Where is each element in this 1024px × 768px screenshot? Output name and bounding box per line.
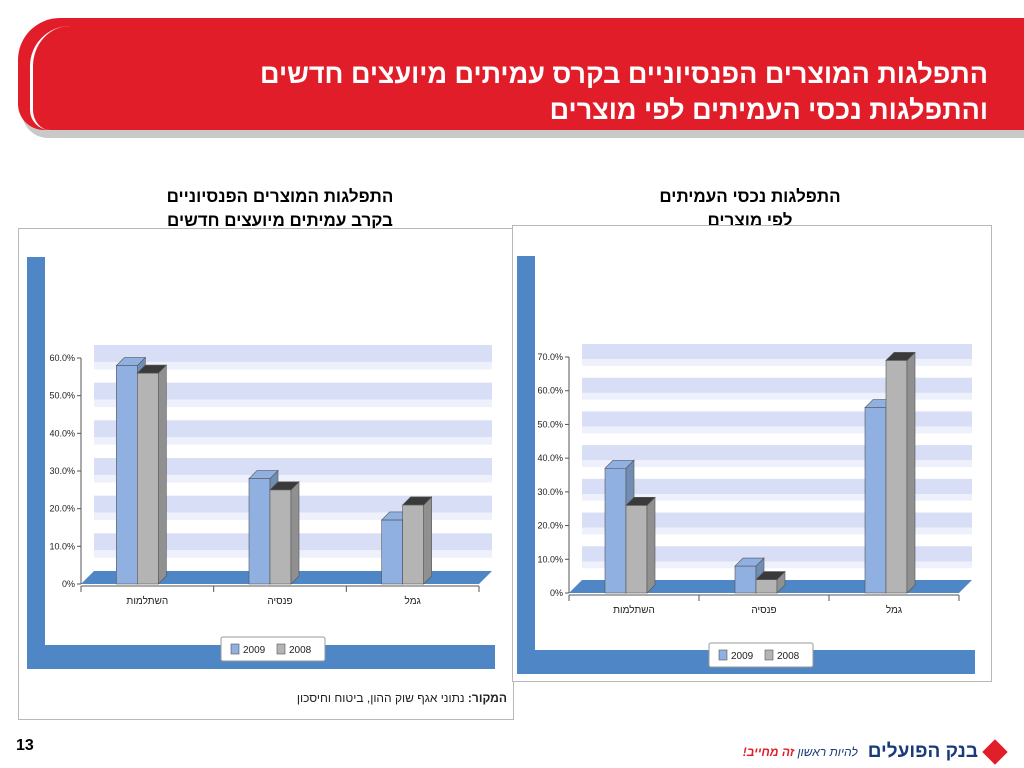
bar-2008-side [646, 496, 656, 594]
grid-band-light [582, 494, 972, 501]
logo-slogan: להיות ראשון זה מחייב! [743, 745, 858, 759]
bar-2009-front [864, 407, 887, 594]
y-tick-label: 40.0% [49, 428, 75, 438]
y-tick-label: 60.0% [537, 386, 563, 396]
grid-band-light [94, 361, 492, 370]
grid-band-light [94, 474, 492, 483]
y-tick-label: 70.0% [537, 352, 563, 362]
bar-2008-front [755, 579, 778, 594]
grid-band-light [582, 359, 972, 366]
chart-backdrop-cutout [45, 257, 495, 645]
bar-2009-top [248, 470, 279, 479]
legend-label-2009: 2009 [243, 645, 266, 656]
title-banner [18, 18, 1024, 130]
page-number: 13 [16, 737, 34, 754]
left-chart-title-line2: בקרב עמיתים מיועצים חדשים [167, 211, 393, 230]
y-tick-label: 0% [550, 588, 563, 598]
bar-2008-front [137, 372, 159, 585]
x-tick-label: השתלמות [126, 595, 168, 607]
bar-2009-front [116, 365, 138, 585]
grid-band-light [582, 561, 972, 569]
y-tick-label: 30.0% [49, 466, 75, 476]
legend-label-2008: 2008 [777, 651, 800, 662]
y-tick-label: 10.0% [49, 541, 75, 551]
bar-2008-side [906, 351, 916, 594]
slide-title: התפלגות המוצרים הפנסיוניים בקרס עמיתים מ… [68, 56, 988, 128]
bar-2008-front [885, 360, 908, 594]
grid-band-light [582, 460, 972, 468]
y-tick-label: 20.0% [537, 521, 563, 531]
bar-2009-front [381, 519, 403, 585]
bar-2009-top [115, 357, 147, 366]
bar-2008-front [625, 505, 648, 594]
bar-2008-top [136, 364, 168, 374]
legend-swatch-2008 [764, 649, 774, 661]
grid-band [94, 420, 492, 438]
bar-2008-top [755, 571, 786, 580]
bar-2009-front [604, 467, 627, 594]
source-text: נתוני אגף שוק ההון, ביטוח וחיסכון [296, 691, 465, 705]
y-tick-label: 40.0% [537, 453, 563, 463]
bar-2008-top [401, 496, 433, 506]
x-tick-label: גמל [886, 604, 902, 616]
right-chart-panel: 0% 10.0% 20.0% 30.0% 40.0% 50.0% 60.0% 70.0% השת… [512, 225, 992, 682]
bar-2008-top [625, 497, 656, 506]
x-tick-label: פנסיה [751, 605, 776, 616]
legend-swatch-2008 [276, 643, 286, 655]
y-tick-label: 20.0% [49, 504, 75, 514]
slogan-part2: זה מחייב! [742, 745, 795, 759]
left-chart-panel: 0% 10.0% 20.0% 30.0% 40.0% 50.0% 60.0% השתלמות פ… [18, 228, 514, 720]
grid-band-light [582, 426, 972, 434]
grid-band [94, 382, 492, 400]
grid-band [94, 458, 492, 475]
legend-box [708, 642, 814, 668]
bar-2008-side [290, 481, 300, 585]
logo-name: בנק הפועלים [867, 741, 978, 762]
left-chart: 0% 10.0% 20.0% 30.0% 40.0% 50.0% 60.0% השתלמות פ… [27, 257, 495, 669]
x-tick-label: גמל [405, 595, 421, 607]
logo-diamond-icon [982, 739, 1008, 765]
right-chart: 0% 10.0% 20.0% 30.0% 40.0% 50.0% 60.0% 70.0% השת… [517, 256, 975, 674]
y-tick-label: 10.0% [537, 554, 563, 564]
x-tick-label: פנסיה [267, 596, 292, 607]
legend-label-2009: 2009 [731, 651, 754, 662]
left-chart-title: התפלגות המוצרים הפנסיוניים בקרב עמיתים מ… [80, 185, 480, 233]
bank-logo: בנק הפועלים להיות ראשון זה מחייב! [743, 738, 1008, 766]
grid-band [94, 345, 492, 362]
grid-band-light [582, 392, 972, 400]
slide-title-line1: התפלגות המוצרים הפנסיוניים בקרס עמיתים מ… [260, 59, 988, 89]
bar-2009-front [734, 565, 757, 594]
bar-2008-front [402, 504, 424, 585]
bar-2008-side [423, 496, 432, 585]
grid-band-light [582, 527, 972, 535]
grid-band [582, 377, 972, 393]
x-tick-label: השתלמות [613, 604, 655, 616]
slide-title-line2: והתפלגות נכסי העמיתים לפי מוצרים [549, 95, 988, 125]
bar-2009-top [734, 557, 765, 567]
slogan-part1: להיות ראשון [797, 745, 858, 759]
grid-band [582, 344, 972, 360]
bar-2009-front [248, 478, 271, 585]
source-note: המקור: נתוני אגף שוק ההון, ביטוח וחיסכון [297, 691, 507, 705]
left-chart-title-line1: התפלגות המוצרים הפנסיוניים [166, 187, 394, 206]
title-banner-outline [30, 26, 993, 130]
legend-swatch-2009 [230, 643, 240, 655]
legend-swatch-2009 [718, 649, 728, 661]
grid-band-light [94, 437, 492, 445]
right-chart-title-line1: התפלגות נכסי העמיתים [659, 187, 841, 206]
legend-box [220, 636, 326, 662]
source-label: המקור: [467, 691, 507, 705]
y-tick-label: 50.0% [537, 419, 563, 429]
bar-2009-top [604, 459, 635, 469]
bar-2008-top [885, 352, 916, 361]
y-tick-label: 0% [62, 579, 75, 589]
grid-band-light [94, 399, 492, 408]
y-tick-label: 50.0% [49, 391, 75, 401]
bar-2008-top [269, 481, 300, 491]
bar-2008-side [158, 364, 167, 585]
y-tick-label: 30.0% [537, 487, 563, 497]
legend-label-2008: 2008 [289, 645, 312, 656]
bar-2008-front [269, 489, 292, 585]
y-tick-label: 60.0% [49, 353, 75, 363]
